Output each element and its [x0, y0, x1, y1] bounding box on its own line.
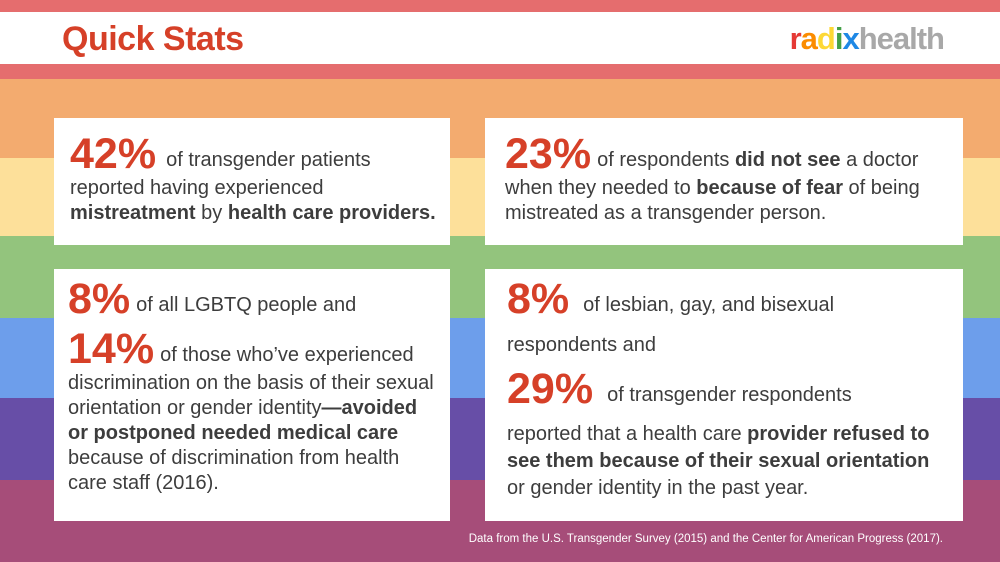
page-title: Quick Stats — [62, 20, 244, 58]
stat-card-42: 42% of transgender patients reported havi… — [54, 118, 450, 245]
stat-line-b: 14% of those who’ve experienced discrimin… — [68, 325, 434, 494]
stat-value-a: 8% — [507, 275, 570, 323]
stat-value-b: 29% — [507, 365, 594, 413]
stat-card-8-29: 8% of lesbian, gay, and bisexual responde… — [485, 269, 963, 521]
header-bar: Quick Stats radixhealth — [0, 12, 1000, 64]
logo-letter: i — [834, 21, 844, 56]
logo-letter: r — [789, 21, 802, 56]
logo-suffix-text: health — [858, 21, 945, 56]
logo-letter: x — [842, 21, 859, 56]
stat-value: 23% — [505, 130, 592, 178]
stat-text: 23% of respondents did not see a doctor w… — [505, 130, 920, 224]
logo-letter: a — [800, 21, 818, 56]
stat-value-a: 8% — [68, 275, 131, 323]
stat-text: 42% of transgender patients reported havi… — [70, 130, 436, 224]
stat-line-a: 8% of lesbian, gay, and bisexual responde… — [507, 275, 835, 356]
radix-health-logo: radixhealth — [789, 21, 945, 57]
stat-value: 42% — [70, 130, 157, 178]
stat-line-a: 8% of all LGBTQ people and — [68, 275, 357, 323]
logo-brand-text: radix — [789, 21, 860, 56]
logo-letter: d — [816, 21, 836, 56]
stat-value-b: 14% — [68, 325, 155, 373]
stat-card-8-14: 8% of all LGBTQ people and 14% of those wh… — [54, 269, 450, 521]
stat-line-b: 29% of transgender respondents — [507, 365, 852, 413]
stat-card-23: 23% of respondents did not see a doctor w… — [485, 118, 963, 245]
stat-line-c: reported that a health care provider ref… — [507, 423, 930, 499]
source-footnote: Data from the U.S. Transgender Survey (2… — [468, 533, 943, 545]
